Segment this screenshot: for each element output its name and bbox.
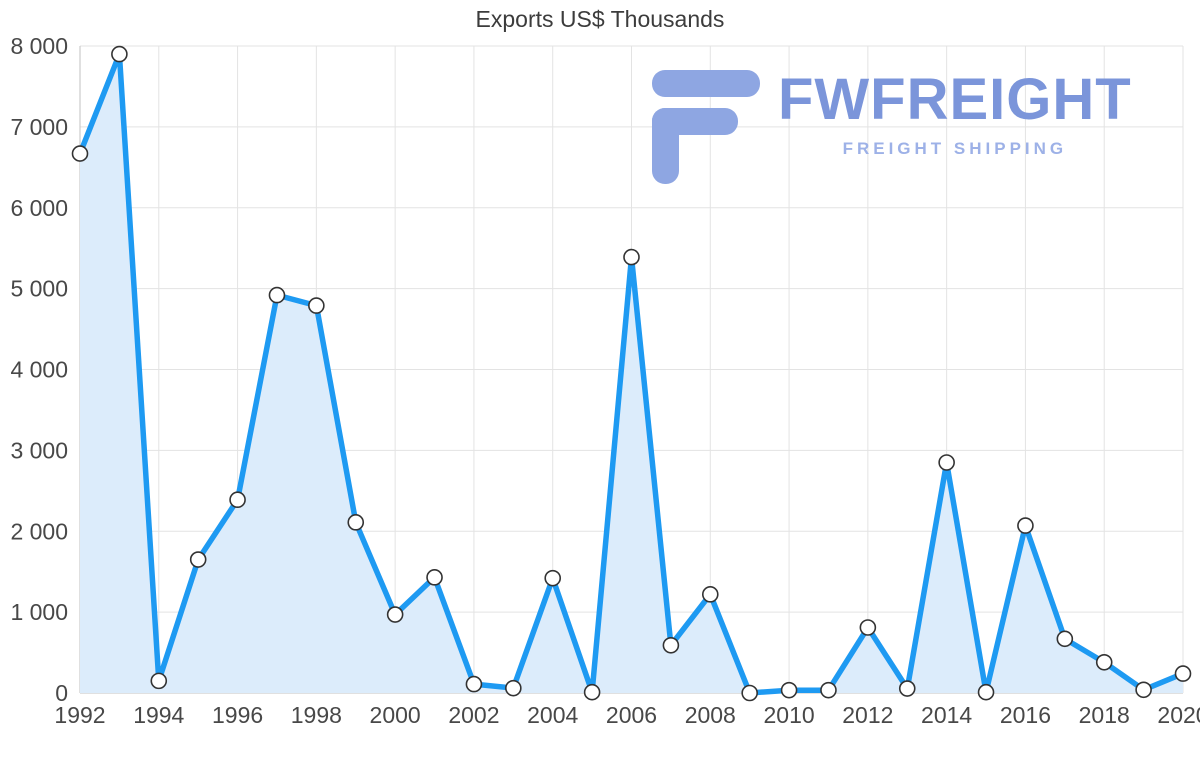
svg-text:1996: 1996	[212, 702, 263, 728]
svg-text:3 000: 3 000	[10, 437, 68, 463]
svg-text:2004: 2004	[527, 702, 578, 728]
svg-text:2002: 2002	[448, 702, 499, 728]
svg-text:2016: 2016	[1000, 702, 1051, 728]
svg-text:2008: 2008	[685, 702, 736, 728]
svg-text:2006: 2006	[606, 702, 657, 728]
svg-text:1992: 1992	[54, 702, 105, 728]
svg-text:6 000: 6 000	[10, 195, 68, 221]
svg-text:2014: 2014	[921, 702, 972, 728]
svg-text:1994: 1994	[133, 702, 184, 728]
svg-text:1 000: 1 000	[10, 599, 68, 625]
svg-text:4 000: 4 000	[10, 357, 68, 383]
svg-text:0: 0	[55, 680, 68, 706]
svg-text:1998: 1998	[291, 702, 342, 728]
svg-text:5 000: 5 000	[10, 276, 68, 302]
svg-text:2 000: 2 000	[10, 518, 68, 544]
svg-text:2018: 2018	[1079, 702, 1130, 728]
svg-text:8 000: 8 000	[10, 33, 68, 59]
svg-text:2010: 2010	[763, 702, 814, 728]
svg-text:2000: 2000	[370, 702, 421, 728]
chart-title: Exports US$ Thousands	[475, 6, 725, 32]
svg-text:7 000: 7 000	[10, 114, 68, 140]
svg-text:2012: 2012	[842, 702, 893, 728]
